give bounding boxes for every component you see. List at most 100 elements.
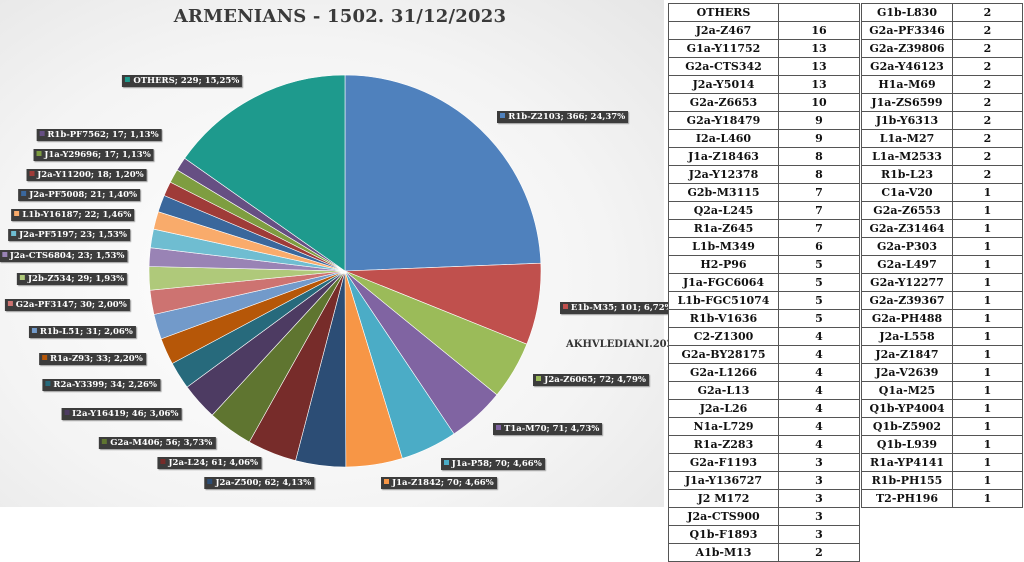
- legend-swatch: [39, 131, 45, 137]
- slice-label: R1b-Z2103; 366; 24,37%: [497, 110, 629, 123]
- slice-label-text: T1a-M70; 71; 4,73%: [504, 424, 600, 435]
- table-header-empty-cell: [778, 3, 860, 22]
- slice-label-text: J1a-P58; 70; 4,66%: [451, 459, 542, 470]
- slice-label: J1a-Y29696; 17; 1,13%: [33, 149, 154, 162]
- table-row: G2a-Y18479 9: [668, 111, 860, 130]
- slice-label-text: J2a-PF5197; 23; 1,53%: [19, 230, 127, 241]
- haplogroup-cell: G1a-Y11752: [668, 39, 779, 58]
- table-row: G2b-M3115 7: [668, 183, 860, 202]
- haplogroup-cell: R1a-YP4141: [861, 453, 953, 472]
- table-row: A1b-M13 2: [668, 543, 860, 562]
- slice-label-text: R2a-Y3399; 34; 2,26%: [53, 380, 157, 391]
- count-cell: 1: [952, 183, 1023, 202]
- slice-label: I2a-Y16419; 46; 3,06%: [61, 407, 182, 420]
- slice-label-text: L1b-Y16187; 22; 1,46%: [22, 210, 132, 221]
- haplogroup-cell: A1b-M13: [668, 543, 779, 562]
- haplogroup-cell: T2-PH196: [861, 489, 953, 508]
- slice-label-text: J1a-Z1842; 70; 4,66%: [392, 477, 494, 488]
- table-row: G1a-Y11752 13: [668, 39, 860, 58]
- table-row: J2a-Y12378 8: [668, 165, 860, 184]
- table-row: R1a-YP4141 1: [861, 453, 1023, 472]
- haplogroup-cell: R1a-Z283: [668, 435, 779, 454]
- count-cell: 1: [952, 255, 1023, 274]
- haplogroup-cell: Q2a-L245: [668, 201, 779, 220]
- count-cell: 4: [778, 399, 860, 418]
- haplogroup-cell: H2-P96: [668, 255, 779, 274]
- table-row: C2-Z1300 4: [668, 327, 860, 346]
- haplogroup-cell: Q1b-YP4004: [861, 399, 953, 418]
- haplogroup-cell: J2a-L26: [668, 399, 779, 418]
- haplogroup-cell: J1a-FGC6064: [668, 273, 779, 292]
- chart-title: ARMENIANS - 1502. 31/12/2023: [173, 6, 507, 27]
- count-cell: 7: [778, 219, 860, 238]
- table-row: J2a-CTS900 3: [668, 507, 860, 526]
- legend-swatch: [29, 171, 35, 177]
- slice-label-text: G2a-M406; 56; 3,73%: [110, 438, 213, 449]
- slice-label: J2b-Z534; 29; 1,93%: [17, 273, 128, 286]
- table-row: G2a-BY28175 4: [668, 345, 860, 364]
- count-cell: 10: [778, 93, 860, 112]
- slice-label: OTHERS; 229; 15,25%: [122, 75, 243, 88]
- table-row: L1b-M349 6: [668, 237, 860, 256]
- table-row: J2 M172 3: [668, 489, 860, 508]
- table-row: G2a-F1193 3: [668, 453, 860, 472]
- slice-label: J2a-Z6065; 72; 4,79%: [533, 373, 649, 386]
- haplogroup-cell: G2a-PF3346: [861, 21, 953, 40]
- haplogroup-cell: J1a-ZS6599: [861, 93, 953, 112]
- haplogroup-cell: G2a-Y12277: [861, 273, 953, 292]
- table-header-row: OTHERS: [668, 3, 860, 22]
- pie-slice: [184, 74, 346, 272]
- count-cell: 4: [778, 327, 860, 346]
- count-cell: 13: [778, 57, 860, 76]
- count-cell: 4: [778, 417, 860, 436]
- legend-swatch: [36, 151, 42, 157]
- haplogroup-cell: Q1b-L939: [861, 435, 953, 454]
- legend-swatch: [207, 479, 213, 485]
- table-row: G2a-Y12277 1: [861, 273, 1023, 292]
- haplogroup-cell: J1a-Z18463: [668, 147, 779, 166]
- haplogroup-cell: J2a-V2639: [861, 363, 953, 382]
- haplogroup-cell: J2a-Y5014: [668, 75, 779, 94]
- count-cell: 13: [778, 39, 860, 58]
- table-row: J1a-FGC6064 5: [668, 273, 860, 292]
- slice-label-text: R1b-Z2103; 366; 24,37%: [508, 111, 626, 122]
- haplogroup-cell: G2a-BY28175: [668, 345, 779, 364]
- table-row: G2a-PH488 1: [861, 309, 1023, 328]
- count-cell: 1: [952, 435, 1023, 454]
- table-row: Q2a-L245 7: [668, 201, 860, 220]
- legend-swatch: [45, 381, 51, 387]
- haplogroup-cell: G2a-F1193: [668, 453, 779, 472]
- table-row: G2a-Z39806 2: [861, 39, 1023, 58]
- slice-label: R1b-PF7562; 17; 1,13%: [36, 129, 162, 142]
- count-cell: 3: [778, 489, 860, 508]
- slice-label-text: R1b-PF7562; 17; 1,13%: [47, 130, 159, 141]
- slice-label-text: J2a-L24; 61; 4,06%: [168, 458, 259, 469]
- haplogroup-cell: G2a-Z39367: [861, 291, 953, 310]
- table-row: G2a-PF3346 2: [861, 21, 1023, 40]
- haplogroup-cell: G2a-CTS342: [668, 57, 779, 76]
- slice-label: J2a-CTS6804; 23; 1,53%: [0, 249, 128, 262]
- table-row: G2a-Z31464 1: [861, 219, 1023, 238]
- others-table-right: G1b-L830 2 G2a-PF3346 2 G2a-Z39806 2 G2a-Y4612…: [861, 3, 1023, 508]
- haplogroup-cell: J2a-Y12378: [668, 165, 779, 184]
- count-cell: 1: [952, 489, 1023, 508]
- count-cell: 2: [952, 39, 1023, 58]
- slice-label-text: J2a-Y11200; 18; 1,20%: [37, 170, 144, 181]
- haplogroup-cell: G2a-Z31464: [861, 219, 953, 238]
- haplogroup-cell: G2a-Z6653: [668, 93, 779, 112]
- haplogroup-cell: G2a-Y18479: [668, 111, 779, 130]
- table-row: R1b-PH155 1: [861, 471, 1023, 490]
- table-row: I2a-L460 9: [668, 129, 860, 148]
- haplogroup-cell: G2a-L13: [668, 381, 779, 400]
- count-cell: 1: [952, 453, 1023, 472]
- pie-slice: [344, 74, 542, 272]
- slice-label: L1b-Y16187; 22; 1,46%: [11, 209, 135, 222]
- count-cell: 2: [952, 111, 1023, 130]
- table-row: G2a-Z39367 1: [861, 291, 1023, 310]
- haplogroup-cell: R1b-V1636: [668, 309, 779, 328]
- table-row: J2a-Z1847 1: [861, 345, 1023, 364]
- count-cell: 4: [778, 345, 860, 364]
- count-cell: 5: [778, 309, 860, 328]
- count-cell: 5: [778, 291, 860, 310]
- table-row: R1b-L23 2: [861, 165, 1023, 184]
